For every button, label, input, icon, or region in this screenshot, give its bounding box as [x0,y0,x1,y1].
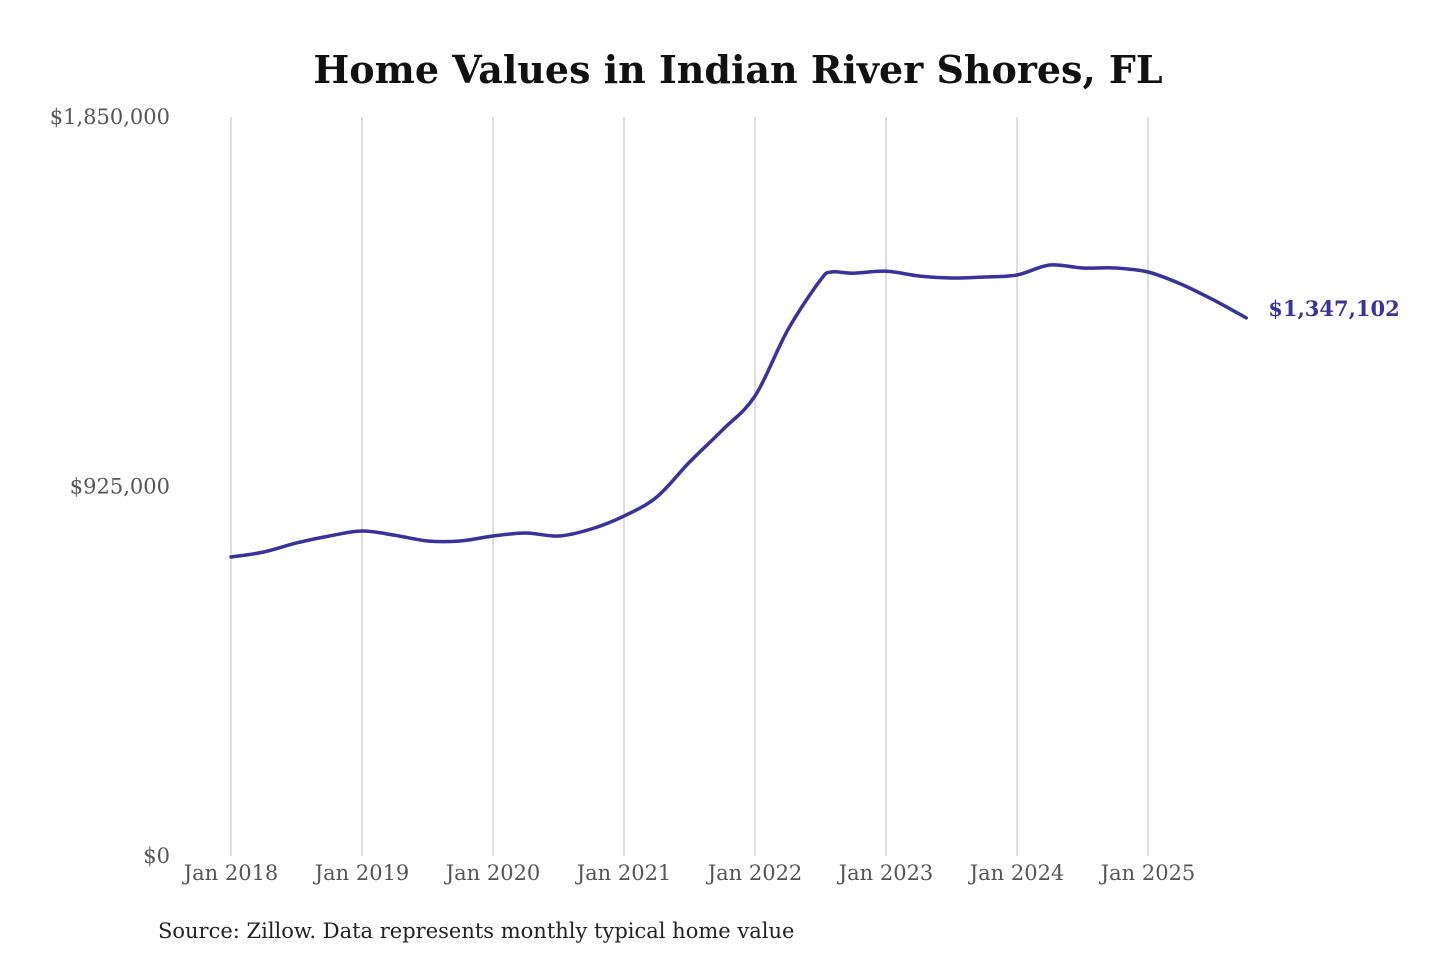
source-note: Source: Zillow. Data represents monthly … [158,919,794,943]
y-tick-label: $1,850,000 [50,105,170,129]
series-line [229,263,1248,559]
y-tick-label: $925,000 [70,475,170,499]
x-tick-label: Jan 2024 [968,861,1065,885]
x-tick-label: Jan 2021 [575,861,672,885]
x-tick-label: Jan 2018 [182,861,279,885]
x-tick-label: Jan 2020 [444,861,541,885]
x-tick-label: Jan 2022 [706,861,803,885]
x-tick-label: Jan 2019 [313,861,410,885]
y-tick-label: $0 [143,844,170,868]
chart-title: Home Values in Indian River Shores, FL [313,47,1162,92]
x-tick-label: Jan 2025 [1099,861,1196,885]
x-tick-label: Jan 2023 [837,861,934,885]
end-value-label: $1,347,102 [1268,296,1400,321]
